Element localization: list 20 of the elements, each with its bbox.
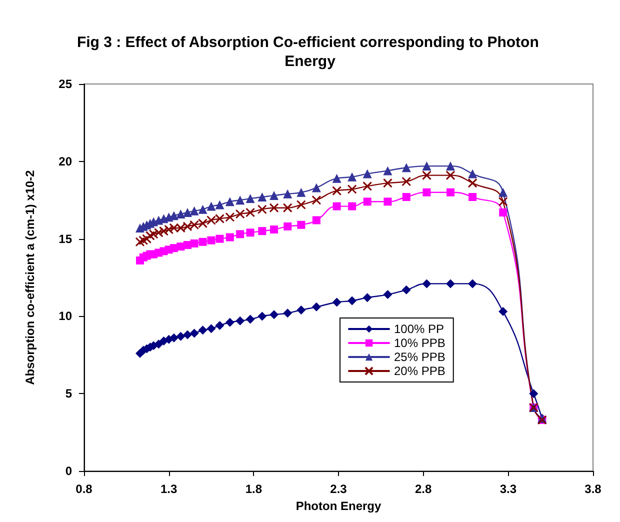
x-tick-label: 1.3 — [160, 482, 178, 496]
x-tick-label: 2.8 — [414, 482, 432, 496]
x-tick-label: 1.8 — [245, 482, 262, 496]
x-tick-label: 3.3 — [500, 482, 517, 496]
x-tick-label: 2.3 — [330, 482, 348, 496]
y-tick-label: 25 — [58, 77, 72, 91]
legend-label: 20% PPB — [394, 364, 446, 378]
legend-label: 25% PPB — [394, 350, 446, 364]
y-tick-label: 15 — [58, 232, 72, 246]
chart-title: Fig 3 : Effect of Absorption Co-efficient corresponding to Photon Energy — [76, 34, 544, 70]
y-tick-label: 0 — [65, 464, 72, 478]
legend-label: 100% PP — [394, 322, 444, 336]
y-tick-label: 5 — [65, 386, 72, 401]
y-tick-label: 20 — [58, 154, 72, 168]
x-axis-title: Photon Energy — [296, 498, 382, 513]
legend-label: 10% PPB — [394, 336, 446, 350]
y-axis-title: Absorption co-efficient a (cm-1) x10-2 — [23, 170, 37, 385]
x-tick-label: 0.8 — [76, 482, 93, 496]
x-tick-label: 3.8 — [584, 482, 602, 496]
y-tick-label: 10 — [58, 309, 72, 324]
